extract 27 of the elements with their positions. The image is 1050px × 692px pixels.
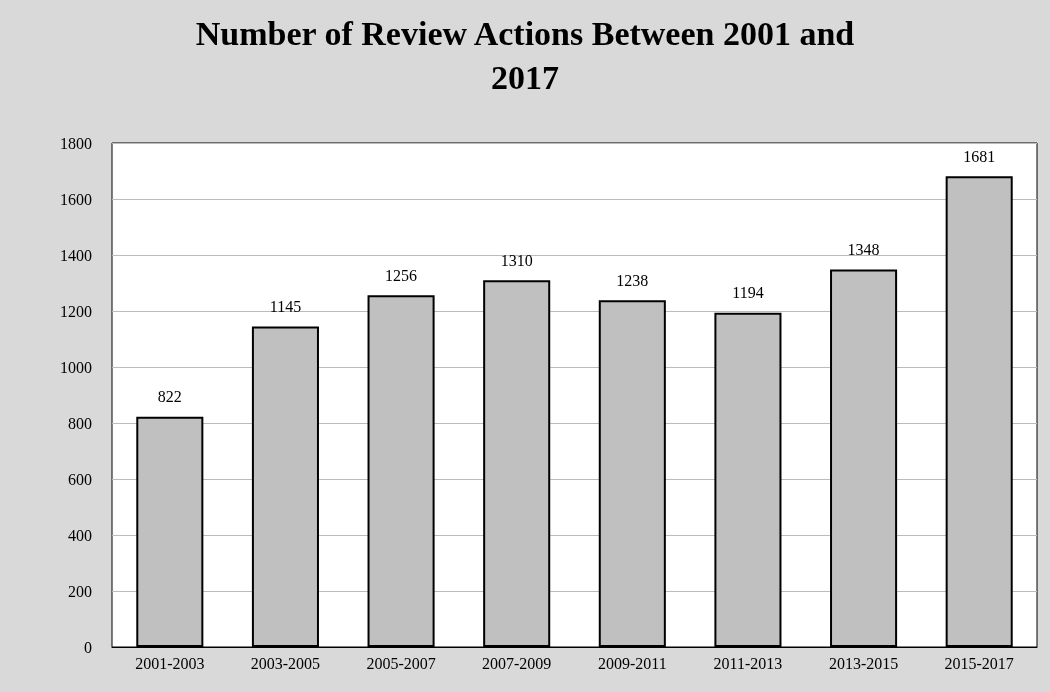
data-label: 1348 xyxy=(847,241,880,259)
x-tick-label: 2015-2017 xyxy=(944,654,1014,672)
x-tick-label: 2007-2009 xyxy=(482,654,552,672)
data-label: 1681 xyxy=(963,147,996,165)
x-tick-label: 2001-2003 xyxy=(135,654,205,672)
y-tick-label: 1600 xyxy=(60,190,92,208)
x-tick-label: 2011-2013 xyxy=(713,654,783,672)
y-tick-label: 200 xyxy=(68,582,92,600)
data-label: 1238 xyxy=(616,271,649,289)
y-tick-label: 0 xyxy=(84,638,92,656)
y-tick-label: 1800 xyxy=(60,134,92,152)
y-tick-label: 400 xyxy=(68,526,92,544)
x-tick-label: 2005-2007 xyxy=(366,654,436,672)
y-tick-label: 1200 xyxy=(60,302,92,320)
data-label: 1145 xyxy=(269,297,302,315)
chart-title: Number of Review Actions Between 2001 and 2017 xyxy=(194,14,856,98)
data-label: 1194 xyxy=(732,284,764,302)
data-label: 1310 xyxy=(500,251,533,269)
y-tick-label: 1000 xyxy=(60,358,92,376)
data-label: 822 xyxy=(157,388,182,406)
x-tick-label: 2013-2015 xyxy=(828,654,899,672)
x-tick-label: 2003-2005 xyxy=(250,654,321,672)
y-tick-label: 1400 xyxy=(60,246,92,264)
y-tick-label: 600 xyxy=(68,470,92,488)
data-label: 1256 xyxy=(385,266,418,284)
x-tick-label: 2009-2011 xyxy=(597,654,667,672)
y-tick-label: 800 xyxy=(68,414,92,432)
